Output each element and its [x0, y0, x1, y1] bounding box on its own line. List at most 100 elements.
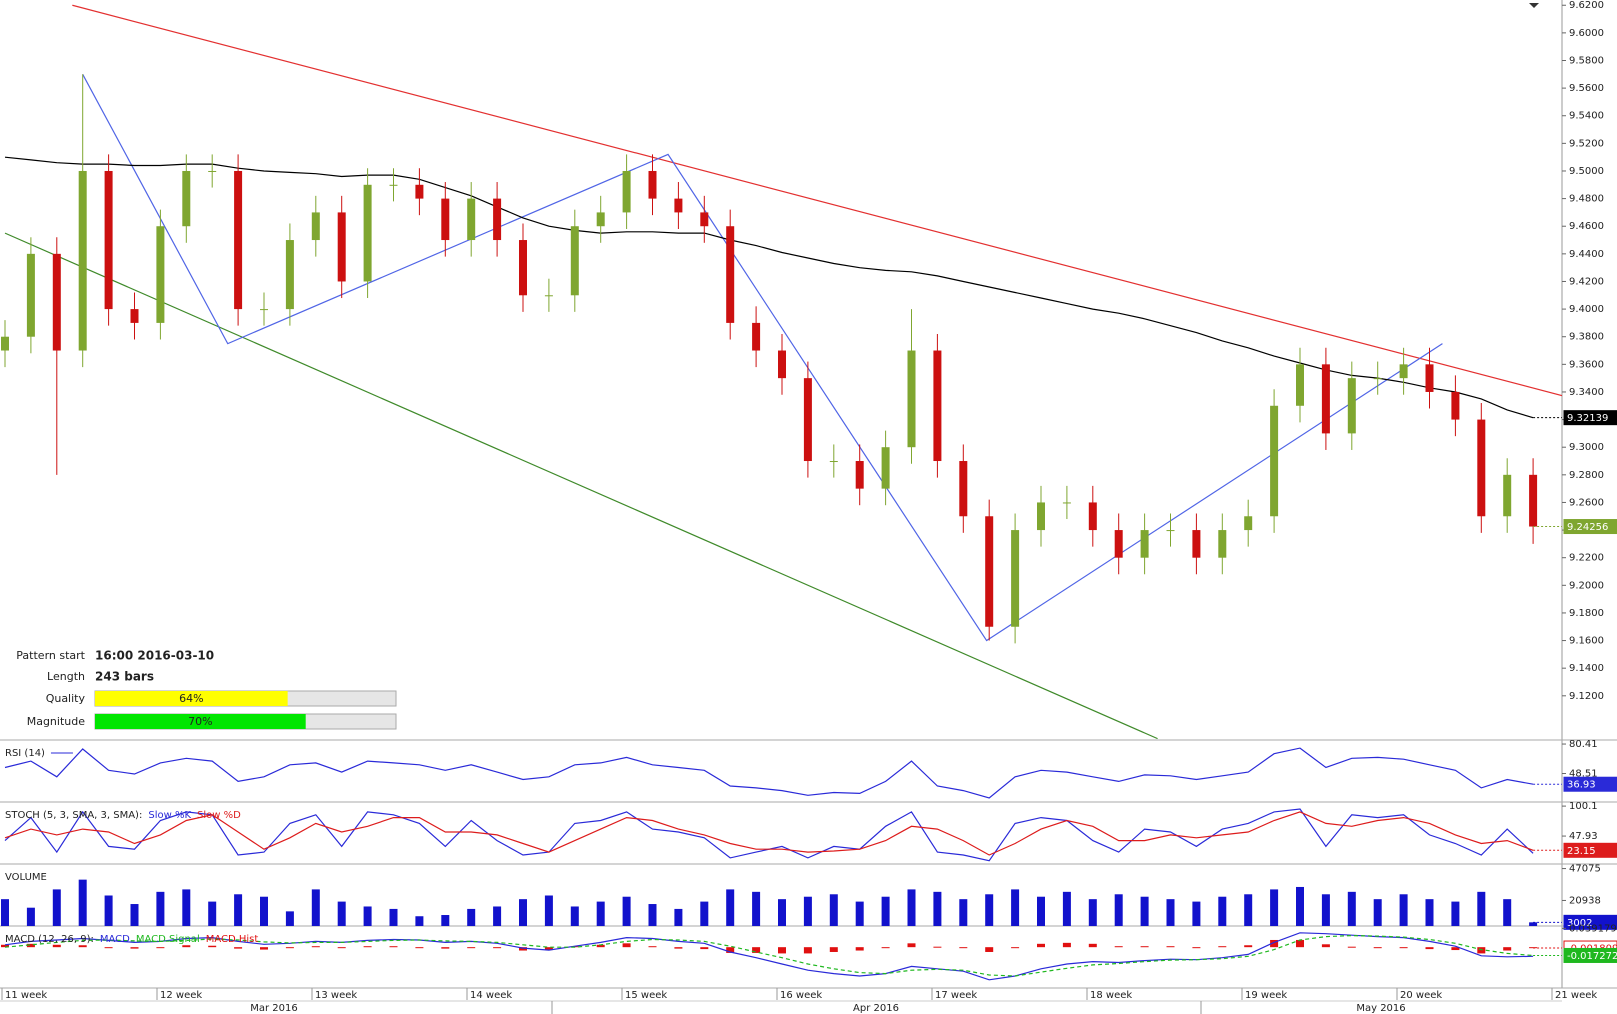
volume-bar [234, 894, 243, 926]
volume-bar [1477, 891, 1486, 926]
hist-bar [389, 946, 398, 948]
candle-body [208, 170, 217, 172]
hist-bar [182, 945, 191, 948]
hist-bar [1425, 947, 1434, 950]
volume-bar [959, 899, 968, 926]
candle-body [337, 212, 346, 282]
hist-bar [415, 947, 424, 949]
volume-bar [1011, 889, 1020, 926]
volume-bar [1218, 896, 1227, 926]
hist-bar [285, 947, 294, 949]
hist-bar [311, 946, 320, 948]
value-pill-label: 9.24256 [1567, 522, 1608, 533]
menu-arrow[interactable] [1529, 3, 1539, 8]
hist-bar [700, 947, 709, 950]
hist-bar [1166, 946, 1175, 948]
volume-bar [1114, 894, 1123, 926]
volume-bar [1347, 891, 1356, 926]
volume-bar [1373, 899, 1382, 926]
candle-body [26, 253, 35, 337]
y-tick-label: 9.6200 [1569, 0, 1604, 11]
candle-body [881, 447, 890, 489]
candle-body [182, 170, 191, 227]
candle-body [1244, 516, 1253, 531]
y-tick-label: 0.0391791 [1569, 923, 1617, 934]
series-line [4, 932, 1534, 981]
legend-entry: Slow %K [148, 810, 191, 821]
hist-bar [104, 947, 113, 949]
trend-line [72, 4, 1562, 397]
week-label: 12 week [160, 990, 202, 1001]
hist-bar [1321, 944, 1330, 948]
candle-body [596, 212, 605, 227]
volume-bar [1140, 896, 1149, 926]
volume-bar [1270, 889, 1279, 926]
volume-bar [985, 894, 994, 926]
volume-bar [52, 889, 61, 926]
hist-bar [1192, 947, 1201, 949]
candle-body [156, 226, 165, 323]
hist-bar [544, 947, 553, 951]
candle-body [933, 350, 942, 462]
trend-line [4, 232, 1158, 740]
candle-body [1451, 391, 1460, 420]
candle-body [803, 378, 812, 462]
volume-bar [1425, 899, 1434, 926]
y-tick-label: 9.4800 [1569, 194, 1604, 205]
hist-bar [1011, 947, 1020, 949]
volume-bar [130, 904, 139, 926]
volume-bar [182, 889, 191, 926]
y-tick-label: 9.5800 [1569, 55, 1604, 66]
week-label: 20 week [1400, 990, 1442, 1001]
value-pill-label: 36.93 [1567, 780, 1596, 791]
panel-title: RSI (14) [5, 748, 45, 759]
volume-bar [441, 915, 450, 926]
hist-bar [260, 947, 268, 950]
legend-entry: MACD Signal [136, 934, 200, 945]
panel [1, 879, 1538, 926]
candle-body [467, 198, 476, 241]
y-tick-label: 9.1800 [1569, 608, 1604, 619]
hist-bar [26, 943, 35, 948]
hist-bar [959, 947, 968, 949]
legend-entry: MACD Hist [206, 934, 259, 945]
volume-bar [104, 895, 113, 926]
volume-bar [337, 901, 346, 926]
candle-body [1062, 502, 1071, 504]
y-tick-label: 47075 [1569, 864, 1601, 875]
candle-body [622, 170, 631, 213]
hist-bar [1503, 947, 1512, 951]
value-pill [1563, 519, 1617, 535]
candle-body [674, 198, 683, 213]
hist-bar [1270, 939, 1279, 948]
candle-body [985, 516, 994, 627]
volume-bar [415, 916, 424, 926]
hist-bar [363, 946, 372, 948]
value-pill [1563, 842, 1617, 858]
y-tick-label: 9.3000 [1569, 442, 1604, 453]
y-tick-label: 9.2600 [1569, 497, 1604, 508]
hist-bar [596, 944, 605, 948]
candle-body [1140, 530, 1149, 558]
candle-body [1503, 474, 1512, 517]
y-tick-label: 80.41 [1569, 739, 1598, 750]
value-pill [1563, 914, 1617, 930]
candle-body [1347, 378, 1356, 434]
candle-body [363, 184, 372, 282]
candle-body [285, 240, 294, 310]
hist-bar [855, 947, 864, 951]
volume-bar [1296, 886, 1304, 926]
y-tick-label: 9.1200 [1569, 691, 1604, 702]
y-tick-label: 9.4000 [1569, 304, 1604, 315]
candle-body [1321, 364, 1330, 434]
panel-title: VOLUME [5, 872, 47, 883]
candle-body [1088, 502, 1097, 531]
candle-body [1011, 530, 1020, 627]
y-tick-label: 47.93 [1569, 831, 1598, 842]
candle-body [1192, 530, 1201, 558]
y-tick-label: 100.1 [1569, 801, 1598, 812]
hist-bar [1, 944, 9, 948]
volume-bar [260, 896, 268, 926]
volume-bar [803, 896, 812, 926]
volume-bar [544, 895, 553, 926]
